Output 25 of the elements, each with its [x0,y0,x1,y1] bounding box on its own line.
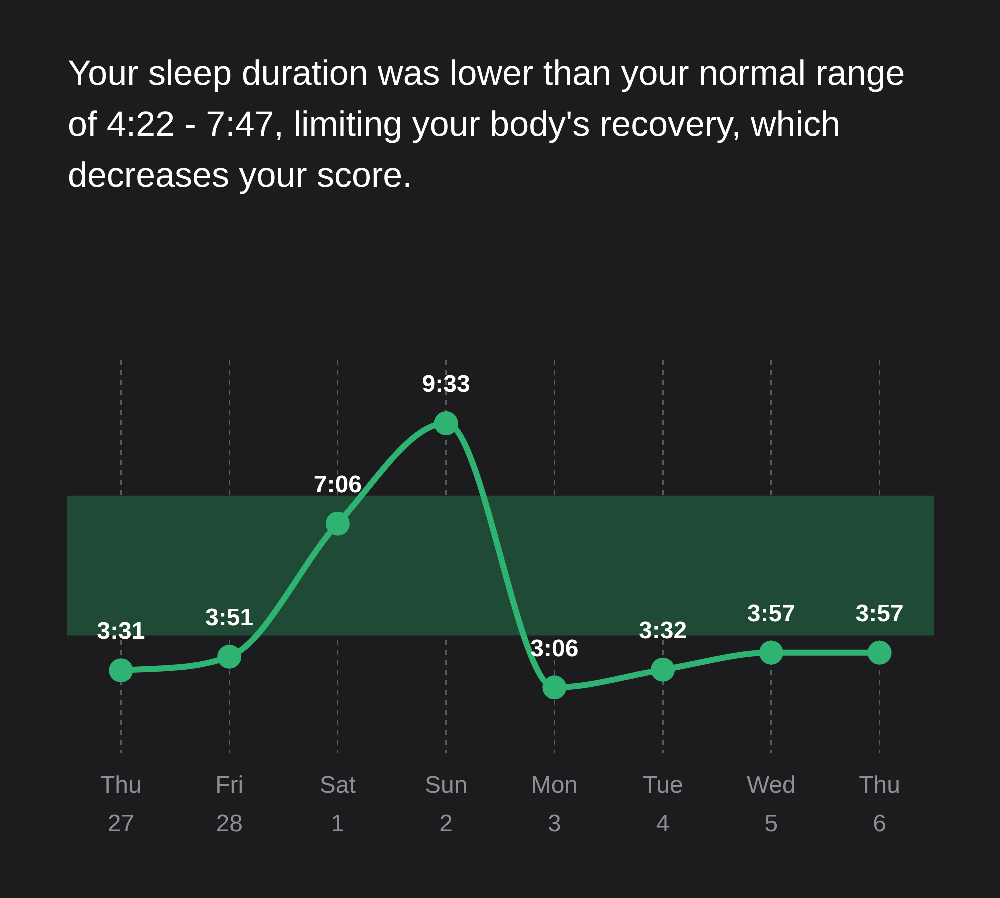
point [326,512,350,536]
x-tick-label: Sat 1 [320,772,356,838]
data-label: 3:32 [639,618,688,645]
x-tick-label: Mon 3 [531,772,578,838]
data-label: 3:57 [747,600,796,628]
x-tick-label: Fri 28 [216,772,244,838]
x-tick-label: Thu 6 [859,772,900,838]
point [542,676,567,700]
point [759,640,784,665]
point [868,640,892,665]
x-tick-label: Thu 27 [100,772,142,838]
data-label: 3:06 [530,635,579,662]
point [218,644,242,669]
data-label: 9:33 [422,371,470,398]
data-label: 3:57 [856,600,904,628]
data-label: 7:06 [314,471,362,498]
x-tick-label: Tue 4 [642,772,684,838]
point [109,658,134,683]
point [434,411,458,436]
data-label: 3:51 [206,604,254,632]
x-tick-label: Sun 2 [424,772,468,838]
chart-title: Your sleep duration was lower than your normal range of 4:22 - 7:47, limiting your body's recovery, which decreases your score. [68,53,906,197]
point [651,658,676,682]
data-label: 3:31 [97,618,146,646]
x-tick-label: Wed 5 [746,772,796,838]
